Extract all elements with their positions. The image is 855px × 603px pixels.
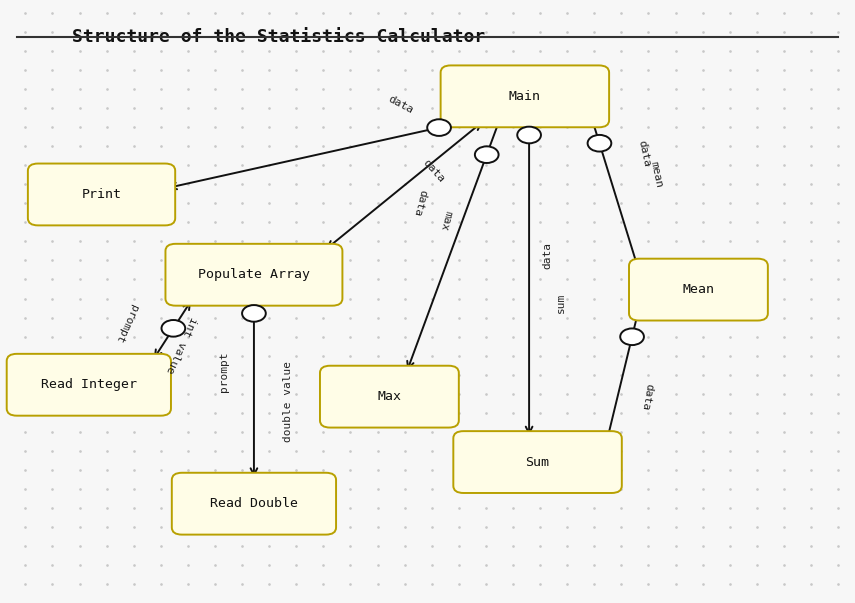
Text: Read Double: Read Double xyxy=(210,497,298,510)
Text: Read Integer: Read Integer xyxy=(41,378,137,391)
Circle shape xyxy=(475,147,498,163)
Circle shape xyxy=(242,305,266,322)
Circle shape xyxy=(587,135,611,151)
Text: Main: Main xyxy=(509,90,541,103)
Text: data: data xyxy=(543,242,552,269)
Text: data: data xyxy=(412,188,428,217)
Circle shape xyxy=(162,320,186,336)
Text: prompt: prompt xyxy=(113,303,139,344)
Text: data: data xyxy=(640,382,654,411)
Circle shape xyxy=(517,127,541,144)
FancyBboxPatch shape xyxy=(166,244,342,306)
Text: double value: double value xyxy=(283,361,292,441)
Text: Structure of the Statistics Calculator: Structure of the Statistics Calculator xyxy=(72,28,485,46)
Circle shape xyxy=(620,329,644,345)
FancyBboxPatch shape xyxy=(629,259,768,321)
Text: mean: mean xyxy=(649,160,664,189)
Text: max: max xyxy=(439,209,453,232)
Text: Sum: Sum xyxy=(526,455,550,469)
FancyBboxPatch shape xyxy=(7,354,171,415)
Text: Print: Print xyxy=(81,188,121,201)
Text: data: data xyxy=(386,94,416,116)
Text: Max: Max xyxy=(377,390,401,403)
FancyBboxPatch shape xyxy=(453,431,622,493)
Text: Mean: Mean xyxy=(682,283,715,296)
FancyBboxPatch shape xyxy=(28,163,175,226)
FancyBboxPatch shape xyxy=(172,473,336,535)
Text: sum: sum xyxy=(557,293,566,313)
FancyBboxPatch shape xyxy=(320,366,459,428)
Text: Populate Array: Populate Array xyxy=(198,268,310,281)
Text: int value: int value xyxy=(164,315,198,374)
Circle shape xyxy=(428,119,451,136)
Text: data: data xyxy=(636,139,652,168)
Text: prompt: prompt xyxy=(219,351,229,391)
Text: data: data xyxy=(422,157,446,184)
FancyBboxPatch shape xyxy=(440,65,609,127)
